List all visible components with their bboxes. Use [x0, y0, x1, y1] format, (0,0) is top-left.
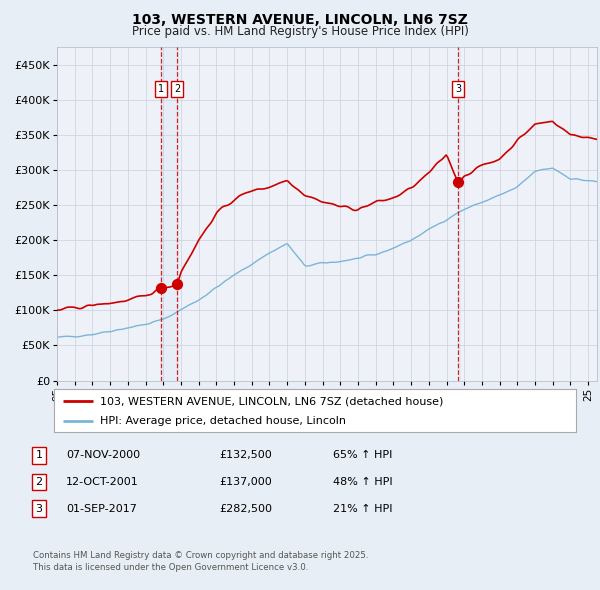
Text: £282,500: £282,500	[219, 504, 272, 513]
Point	[156, 283, 166, 292]
Text: 1: 1	[35, 451, 43, 460]
Text: 3: 3	[35, 504, 43, 513]
Point	[172, 280, 182, 289]
Bar	[160, 47, 178, 381]
Text: 01-SEP-2017: 01-SEP-2017	[66, 504, 137, 513]
Text: 21% ↑ HPI: 21% ↑ HPI	[333, 504, 392, 513]
Text: 1: 1	[158, 84, 164, 94]
Text: This data is licensed under the Open Government Licence v3.0.: This data is licensed under the Open Gov…	[33, 563, 308, 572]
Text: 48% ↑ HPI: 48% ↑ HPI	[333, 477, 392, 487]
Text: 12-OCT-2001: 12-OCT-2001	[66, 477, 139, 487]
Text: HPI: Average price, detached house, Lincoln: HPI: Average price, detached house, Linc…	[100, 417, 346, 426]
Text: 103, WESTERN AVENUE, LINCOLN, LN6 7SZ (detached house): 103, WESTERN AVENUE, LINCOLN, LN6 7SZ (d…	[100, 396, 443, 407]
Point	[454, 178, 463, 187]
Text: 2: 2	[174, 84, 180, 94]
Text: £132,500: £132,500	[219, 451, 272, 460]
Text: Price paid vs. HM Land Registry's House Price Index (HPI): Price paid vs. HM Land Registry's House …	[131, 25, 469, 38]
Bar	[458, 47, 460, 381]
Text: 07-NOV-2000: 07-NOV-2000	[66, 451, 140, 460]
Text: 103, WESTERN AVENUE, LINCOLN, LN6 7SZ: 103, WESTERN AVENUE, LINCOLN, LN6 7SZ	[132, 13, 468, 27]
Text: 3: 3	[455, 84, 461, 94]
Text: Contains HM Land Registry data © Crown copyright and database right 2025.: Contains HM Land Registry data © Crown c…	[33, 552, 368, 560]
Text: £137,000: £137,000	[219, 477, 272, 487]
Text: 65% ↑ HPI: 65% ↑ HPI	[333, 451, 392, 460]
Text: 2: 2	[35, 477, 43, 487]
